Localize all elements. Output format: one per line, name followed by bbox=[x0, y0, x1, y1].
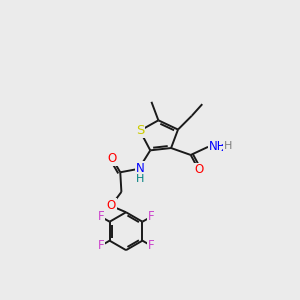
Text: NH: NH bbox=[209, 140, 227, 153]
Text: F: F bbox=[148, 239, 154, 252]
Text: O: O bbox=[106, 199, 116, 212]
Text: N: N bbox=[136, 162, 144, 175]
Text: H: H bbox=[136, 173, 144, 184]
Text: F: F bbox=[98, 239, 104, 252]
Text: O: O bbox=[194, 164, 203, 176]
Text: 2: 2 bbox=[220, 144, 226, 153]
Text: F: F bbox=[98, 210, 104, 224]
Text: H: H bbox=[224, 141, 232, 151]
Text: F: F bbox=[148, 210, 154, 224]
Text: O: O bbox=[107, 152, 117, 165]
Text: S: S bbox=[136, 124, 144, 137]
